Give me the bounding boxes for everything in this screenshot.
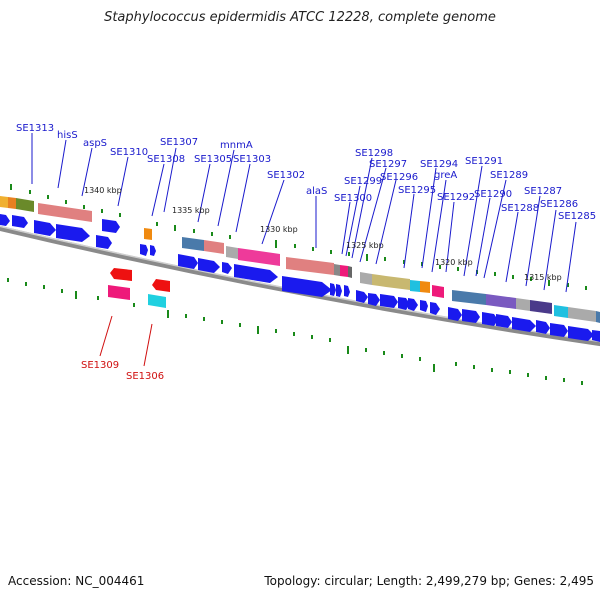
map-title: Staphylococcus epidermidis ATCC 12228, c… [104,10,496,25]
gene-label: SE1290 [474,189,512,200]
feature-track [0,196,600,323]
gene-label: SE1302 [267,170,305,181]
gene-label: SE1306 [126,371,164,382]
gene-label: SE1285 [558,211,596,222]
gene-label: mnmA [220,140,253,151]
gene-label: SE1300 [334,193,372,204]
gene-label: SE1296 [380,172,418,183]
gene-label: hisS [57,130,78,141]
reverse-gene-labels: SE1309 SE1306 [81,360,164,382]
gene-label: SE1289 [490,170,528,181]
gene-label: alaS [306,186,327,197]
se1309-block [108,285,130,300]
gene-label: SE1309 [81,360,119,371]
gene-label: SE1286 [540,199,578,210]
tick-row-upper [10,184,587,290]
forward-cds-track [0,214,600,342]
kbp-labels: 1340 kbp 1335 kbp 1330 kbp 1325 kbp 1320… [84,186,562,282]
gene-label: SE1287 [524,186,562,197]
gene-label: SE1294 [420,159,458,170]
kbp-label: 1325 kbp [346,241,384,250]
gene-label: SE1298 [355,148,393,159]
kbp-label: 1330 kbp [260,225,298,234]
gene-label: SE1310 [110,147,148,158]
se1306-arrow [152,279,170,292]
gene-label: SE1295 [398,185,436,196]
gene-label: SE1305 [194,154,232,165]
kbp-label: 1315 kbp [524,273,562,282]
gene-label: aspS [83,138,107,149]
kbp-label: 1340 kbp [84,186,122,195]
gene-label: SE1307 [160,137,198,148]
kbp-label: 1320 kbp [435,258,473,267]
gene-label: SE1308 [147,154,185,165]
label-leader-lines [31,133,577,293]
gene-label: SE1299 [344,176,382,187]
gene-label: greA [434,170,457,181]
gene-label: SE1288 [501,203,539,214]
reverse-label-leader-lines [99,315,153,367]
gene-label: SE1297 [369,159,407,170]
gene-label: SE1303 [233,154,271,165]
gene-label: SE1291 [465,156,503,167]
topology-text: Topology: circular; Length: 2,499,279 bp… [264,574,594,588]
kbp-label: 1335 kbp [172,206,210,215]
se1309-arrow [110,268,132,281]
gene-labels: SE1313 hisS aspS SE1310 SE1307 SE1308 mn… [16,123,596,222]
gene-label: SE1313 [16,123,54,134]
accession-text: Accession: NC_004461 [8,574,145,588]
se1306-block [148,294,166,308]
tick-row-lower [7,278,583,385]
gene-label: SE1292 [437,192,475,203]
reverse-cds-track [108,268,170,308]
